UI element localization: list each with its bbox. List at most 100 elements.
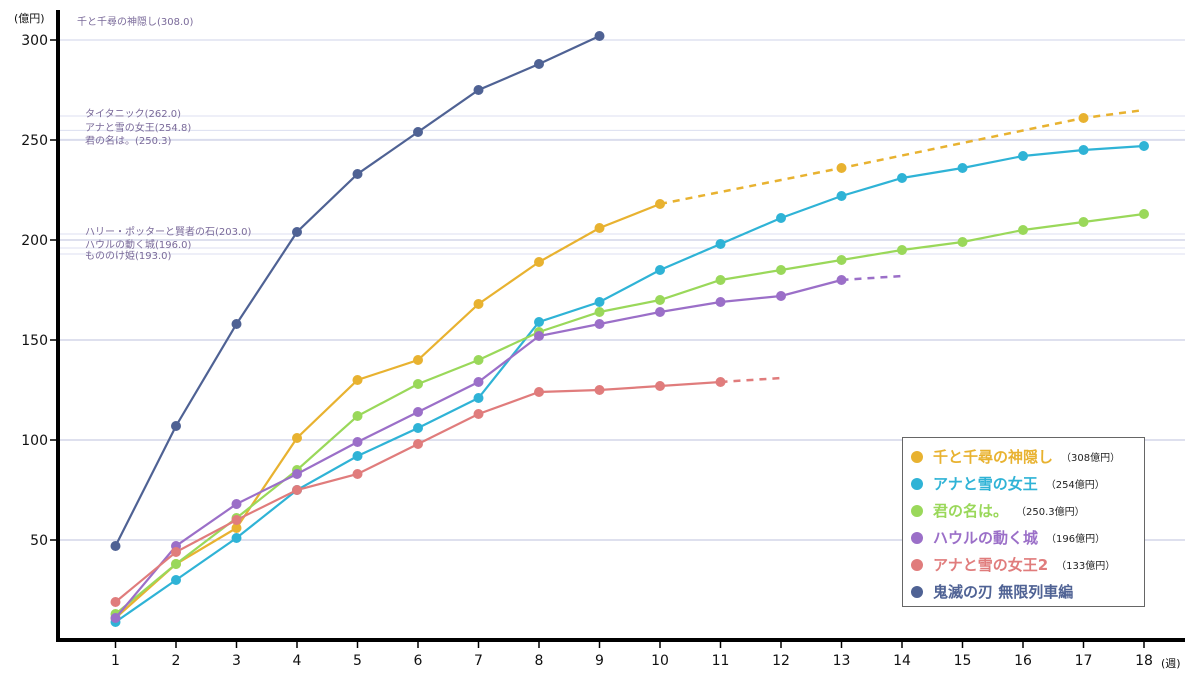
data-point [292, 469, 302, 479]
data-point [594, 319, 605, 329]
data-point [413, 355, 423, 365]
data-point [171, 575, 181, 585]
data-point [715, 239, 726, 249]
legend-marker [911, 450, 923, 463]
data-point [715, 275, 726, 285]
legend-series-name: ハウルの動く城 [933, 529, 1039, 547]
data-point [1078, 145, 1089, 155]
series-6 [110, 31, 605, 551]
data-point [473, 355, 484, 365]
x-tick-label: 8 [535, 653, 544, 669]
x-tick-label: 5 [353, 653, 362, 669]
data-point [594, 385, 605, 395]
x-tick-label: 18 [1135, 653, 1153, 669]
data-point [594, 31, 605, 41]
x-tick-label: 12 [772, 653, 790, 669]
data-point [352, 169, 363, 179]
y-tick-label: 200 [21, 233, 48, 249]
legend-marker [911, 558, 923, 571]
legend-marker [911, 477, 923, 490]
series-line [114, 202, 661, 619]
data-point [171, 421, 181, 431]
data-point [352, 411, 363, 421]
data-point [534, 331, 544, 341]
x-tick-label: 6 [414, 653, 423, 669]
legend-series-name: 千と千尋の神隠し [933, 448, 1054, 466]
data-point [292, 433, 302, 443]
x-tick-label: 10 [651, 653, 669, 669]
data-point [231, 533, 242, 543]
x-tick-label: 13 [833, 653, 851, 669]
reference-line-label: アナと雪の女王(254.8) [85, 121, 191, 134]
data-point [473, 393, 484, 403]
data-point [413, 423, 423, 433]
legend-series-total: （250.3億円） [1016, 507, 1085, 518]
legend-series-name: アナと雪の女王 [933, 475, 1038, 493]
legend-series-name: 君の名は。 [933, 502, 1009, 520]
legend-marker [911, 531, 923, 544]
data-point [655, 381, 665, 391]
series-2 [110, 141, 1149, 627]
data-point [110, 597, 121, 607]
data-point [776, 291, 786, 301]
data-point [352, 375, 363, 385]
data-point [957, 237, 968, 247]
legend-series-total: （196億円） [1046, 534, 1106, 545]
data-point [534, 59, 544, 69]
data-point [655, 265, 665, 275]
plot-area [110, 31, 1149, 627]
data-point [292, 227, 302, 237]
projection-point [1078, 113, 1089, 123]
series-projection-line [720, 376, 782, 384]
y-tick-label: 100 [21, 433, 48, 449]
data-point [655, 199, 665, 209]
y-axis-unit: (億円) [14, 12, 45, 25]
series-4 [110, 274, 903, 623]
x-tick-label: 11 [712, 653, 730, 669]
x-tick-label: 4 [293, 653, 302, 669]
x-tick-label: 17 [1075, 653, 1093, 669]
data-point [1018, 225, 1028, 235]
data-point [231, 515, 242, 525]
projection-point [836, 163, 847, 173]
data-point [776, 265, 786, 275]
data-point [594, 223, 605, 233]
data-point [352, 437, 363, 447]
legend-series-name: 鬼滅の刃 無限列車編 [933, 583, 1074, 601]
data-point [292, 485, 302, 495]
data-point [594, 297, 605, 307]
legend-series-total: （133億円） [1056, 561, 1116, 572]
y-tick-label: 150 [21, 333, 48, 349]
data-point [171, 547, 181, 557]
data-point [473, 299, 484, 309]
data-point [655, 307, 665, 317]
x-tick-label: 9 [595, 653, 604, 669]
data-point [1139, 141, 1149, 151]
data-point [352, 469, 363, 479]
reference-line-label: タイタニック(262.0) [85, 108, 181, 120]
y-tick-label: 250 [21, 133, 48, 149]
data-point [110, 541, 121, 551]
legend-item: アナと雪の女王 （254億円） [911, 470, 1144, 497]
x-tick-label: 3 [232, 653, 241, 669]
x-tick-label: 14 [893, 653, 911, 669]
legend-item: 千と千尋の神隠し （308億円） [911, 443, 1144, 470]
y-tick-label: 50 [30, 533, 48, 549]
data-point [413, 379, 423, 389]
legend-marker [911, 585, 923, 598]
legend-item: 君の名は。 （250.3億円） [911, 497, 1144, 524]
reference-line-label: ハウルの動く城(196.0) [85, 238, 192, 251]
data-point [957, 163, 968, 173]
reference-line-label: 千と千尋の神隠し(308.0) [77, 15, 194, 28]
data-point [231, 523, 242, 533]
legend-series-total: （254億円） [1045, 480, 1105, 491]
series-projection-line [841, 274, 903, 282]
data-point [715, 377, 726, 387]
legend-item: アナと雪の女王2 （133億円） [911, 551, 1144, 578]
x-tick-label: 7 [474, 653, 483, 669]
x-axis-unit: (週) [1161, 657, 1181, 670]
x-tick-label: 15 [954, 653, 972, 669]
data-point [776, 213, 786, 223]
x-tick-label: 16 [1014, 653, 1032, 669]
series-projection-line [659, 108, 1145, 206]
